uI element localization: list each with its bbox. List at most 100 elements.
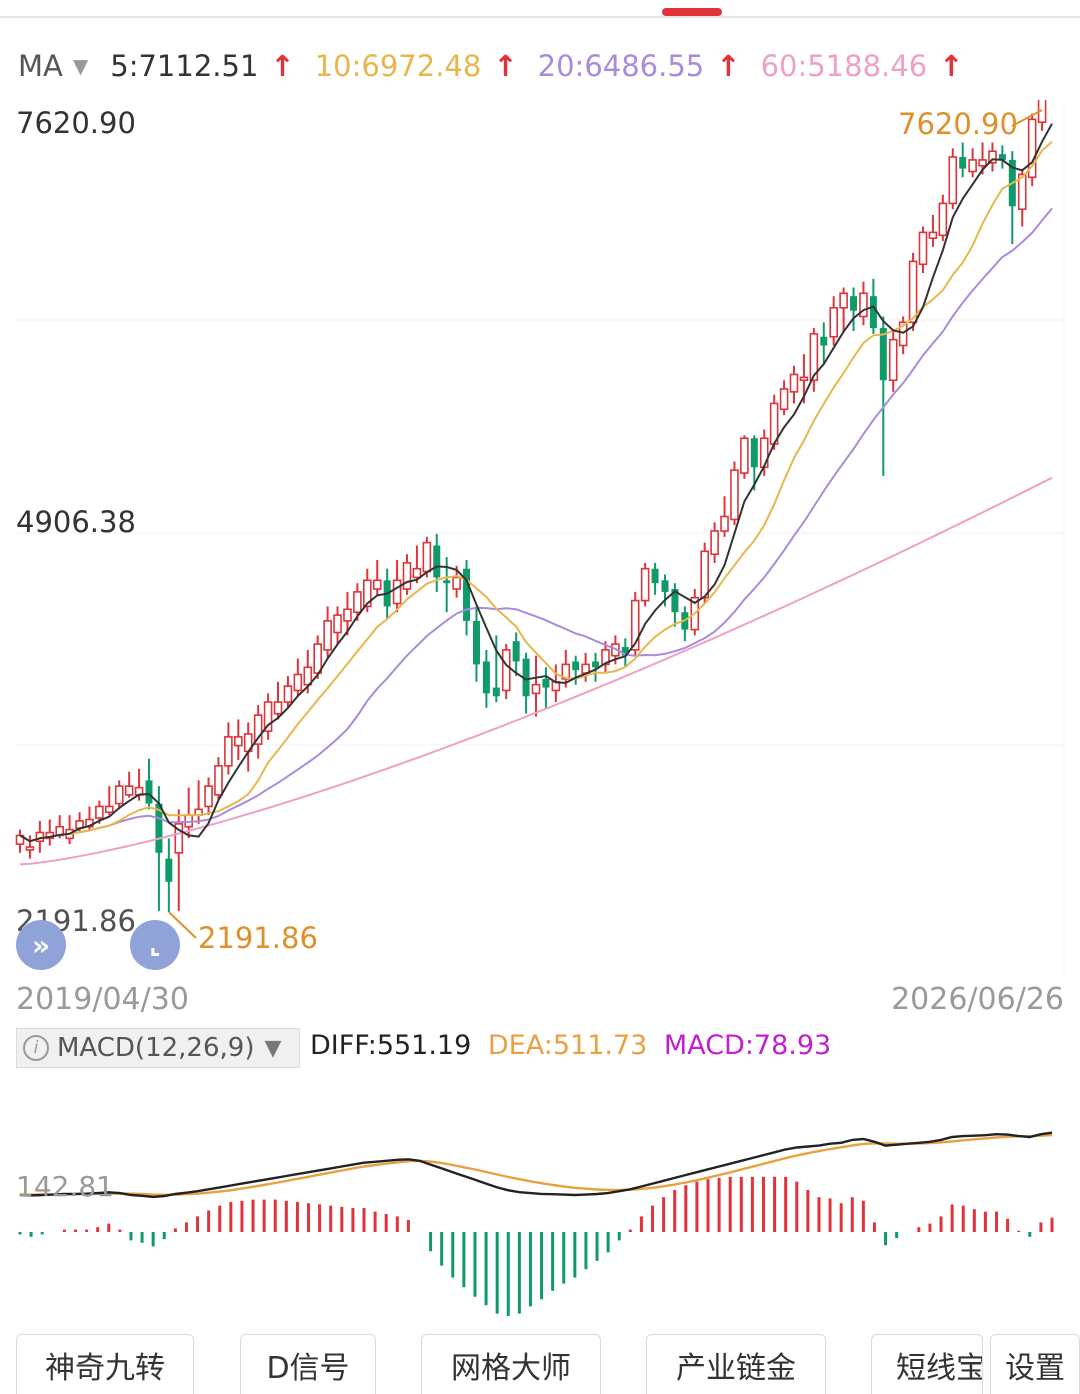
candle-body — [661, 580, 669, 592]
candle-body — [323, 620, 332, 651]
candle-body — [124, 785, 134, 796]
candle-body — [710, 530, 719, 556]
candle-body — [621, 646, 629, 656]
candle-body — [463, 568, 471, 621]
candle-body — [888, 338, 898, 382]
tab-nine-turns[interactable]: 神奇九转 — [16, 1334, 194, 1394]
candle-body — [114, 785, 124, 805]
candle-body — [234, 736, 243, 747]
candle-body — [740, 437, 749, 474]
drag-handle[interactable] — [662, 8, 722, 16]
ma5-value: 5:7112.51 ↑ — [110, 49, 304, 83]
candle-body — [155, 803, 163, 853]
ma20-up-arrow-icon: ↑ — [716, 49, 741, 83]
ma5-text: 5:7112.51 — [110, 49, 259, 83]
candle-body — [948, 156, 958, 205]
candle-body — [640, 567, 650, 602]
ma10-up-arrow-icon: ↑ — [493, 49, 518, 83]
candle-body — [333, 614, 342, 634]
candle-body — [988, 150, 997, 164]
candle-body — [224, 736, 233, 767]
candle-body — [630, 599, 640, 651]
ma60-up-arrow-icon: ↑ — [939, 49, 964, 83]
tab-industry-chain[interactable]: 产业链金 — [646, 1334, 826, 1394]
candle-body — [253, 714, 263, 745]
tab-grid-master[interactable]: 网格大师 — [421, 1334, 601, 1394]
candle-body — [501, 649, 511, 692]
macd-diff-line — [19, 1131, 1053, 1199]
candle-body — [412, 567, 422, 579]
high-annotation: 7620.90 — [898, 107, 1018, 141]
tab-short-line[interactable]: 短线宝 — [871, 1334, 983, 1394]
candle-body — [433, 545, 441, 578]
ma10-line — [19, 141, 1053, 843]
ma-dropdown-icon[interactable]: ▼ — [72, 54, 89, 78]
candle-body — [809, 333, 819, 382]
ma5-line — [19, 123, 1053, 843]
candle-body — [850, 296, 858, 311]
candle-body — [293, 673, 303, 692]
candle-body — [839, 292, 848, 309]
end-date: 2026/06/26 — [891, 982, 1064, 1017]
macd-values: DIFF:551.19 DEA:511.73 MACD:78.93 — [310, 1030, 839, 1061]
candle-body — [174, 823, 184, 854]
low-annotation: 2191.86 — [198, 921, 318, 955]
reset-position-icon[interactable]: ⌞ — [130, 920, 180, 970]
macd-dea-value: DEA:511.73 — [487, 1030, 648, 1061]
low-annotation-line — [168, 911, 197, 939]
candle-body — [750, 438, 758, 468]
tab-d-signal[interactable]: D信号 — [240, 1334, 376, 1394]
candle-body — [978, 159, 987, 167]
ma60-text: 60:5188.46 — [760, 49, 928, 83]
candle-body — [938, 202, 948, 237]
macd-chart[interactable] — [0, 1070, 1080, 1325]
candle-body — [730, 469, 739, 521]
candle-body — [789, 373, 799, 393]
ma20-line — [19, 207, 1053, 843]
candle-body — [343, 608, 352, 622]
ma-indicator-name[interactable]: MA — [18, 49, 63, 83]
macd-dropdown-icon[interactable]: ▼ — [264, 1035, 282, 1061]
ma10-value: 10:6972.48 ↑ — [315, 49, 528, 83]
tab-settings[interactable]: 设置 — [990, 1334, 1080, 1394]
candle-body — [968, 159, 977, 173]
top-divider — [0, 16, 1080, 18]
candle-body — [829, 306, 838, 338]
candle-body — [273, 701, 283, 715]
candle-body — [592, 661, 600, 668]
high-annotation-line — [1011, 109, 1043, 127]
candle-body — [492, 687, 500, 697]
bottom-tabs: 神奇九转 D信号 网格大师 产业链金 短线宝 设置 — [0, 1334, 1080, 1394]
candle-body — [402, 562, 412, 590]
candle-body — [283, 685, 293, 703]
expand-icon[interactable]: » — [16, 920, 66, 970]
candle-body — [671, 589, 679, 613]
candle-body — [25, 846, 35, 851]
macd-diff-value: DIFF:551.19 — [310, 1030, 472, 1061]
candle-body — [363, 579, 372, 608]
macd-indicator-name: MACD(12,26,9) — [57, 1033, 255, 1063]
macd-indicator-selector[interactable]: i MACD(12,26,9) ▼ — [16, 1028, 300, 1068]
ma20-text: 20:6486.55 — [537, 49, 705, 83]
start-date: 2019/04/30 — [16, 982, 189, 1017]
candle-body — [869, 296, 877, 329]
candle-body — [452, 576, 461, 590]
candle-body — [720, 515, 729, 532]
candle-body — [95, 805, 104, 819]
candle-body — [879, 328, 887, 381]
candle-body — [165, 858, 173, 882]
candlestick-chart[interactable]: 7620.90 2191.86 — [0, 100, 1080, 980]
candle-body — [531, 683, 541, 695]
candle-body — [372, 579, 382, 590]
info-icon[interactable]: i — [23, 1035, 49, 1061]
candle-body — [928, 231, 938, 240]
ma10-text: 10:6972.48 — [314, 49, 482, 83]
candle-body — [1017, 173, 1027, 211]
candle-body — [214, 765, 223, 796]
candle-body — [959, 157, 967, 169]
candle-body — [482, 661, 490, 694]
macd-axis-label: 142.81 — [16, 1170, 114, 1203]
price-axis-mid: 4906.38 — [16, 505, 136, 539]
macd-macd-value: MACD:78.93 — [663, 1030, 832, 1061]
candle-body — [422, 541, 432, 573]
